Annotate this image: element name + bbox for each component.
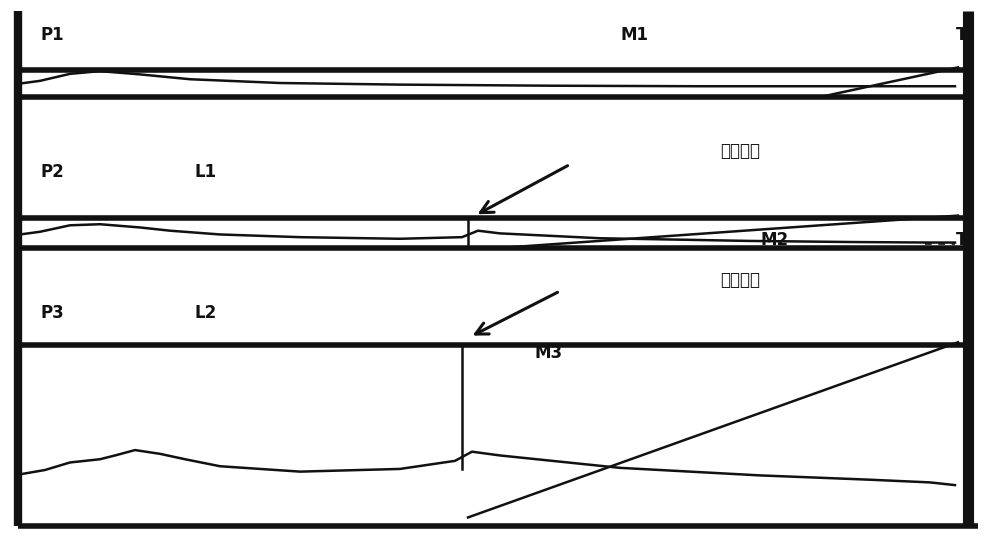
Text: L1: L1 [195, 163, 217, 182]
Text: P2: P2 [40, 163, 64, 182]
Text: T: T [956, 231, 967, 249]
Text: 对半压缩: 对半压缩 [720, 142, 760, 160]
Text: 对半压缩: 对半压缩 [720, 271, 760, 289]
Text: P1: P1 [40, 26, 64, 44]
Text: M3: M3 [535, 344, 563, 362]
Text: P3: P3 [40, 303, 64, 322]
Text: L2: L2 [195, 303, 217, 322]
Text: M2: M2 [760, 231, 788, 249]
Text: T: T [956, 26, 967, 44]
Text: M1: M1 [620, 26, 648, 44]
